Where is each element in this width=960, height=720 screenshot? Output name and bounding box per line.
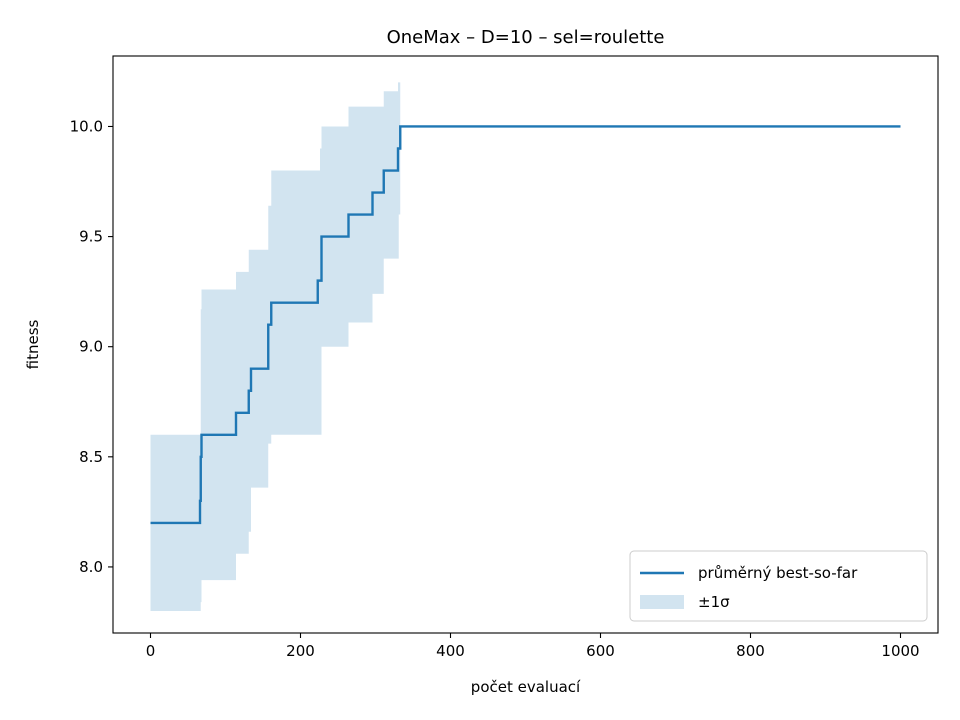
x-axis-label: počet evaluací [471,678,581,696]
series-line-best-so-far [150,125,901,525]
chart-title: OneMax – D=10 – sel=roulette [387,27,665,48]
x-tick-label: 800 [736,642,765,660]
plot-area: 0 200 400 600 800 1000 8.0 8.5 9.0 9.5 10.0 [70,55,939,660]
x-tick-label: 400 [436,642,465,660]
x-tick-label: 200 [286,642,315,660]
legend: průměrný best-so-far ±1σ [629,550,928,622]
legend-box [629,550,928,622]
legend-label: ±1σ [698,593,730,611]
y-tick-label: 9.0 [79,338,103,356]
y-tick-label: 8.5 [79,448,103,466]
x-tick-label: 600 [586,642,615,660]
x-tick-label: 1000 [881,642,919,660]
axes-frame [112,55,939,634]
y-tick-label: 10.0 [70,117,103,135]
y-tick-label: 8.0 [79,558,103,576]
y-axis-label: fitness [24,319,42,369]
x-tick-label: 0 [146,642,156,660]
legend-swatch-band [640,595,684,609]
std-band [150,82,401,611]
y-tick-label: 9.5 [79,228,103,246]
legend-label: průměrný best-so-far [698,564,858,582]
